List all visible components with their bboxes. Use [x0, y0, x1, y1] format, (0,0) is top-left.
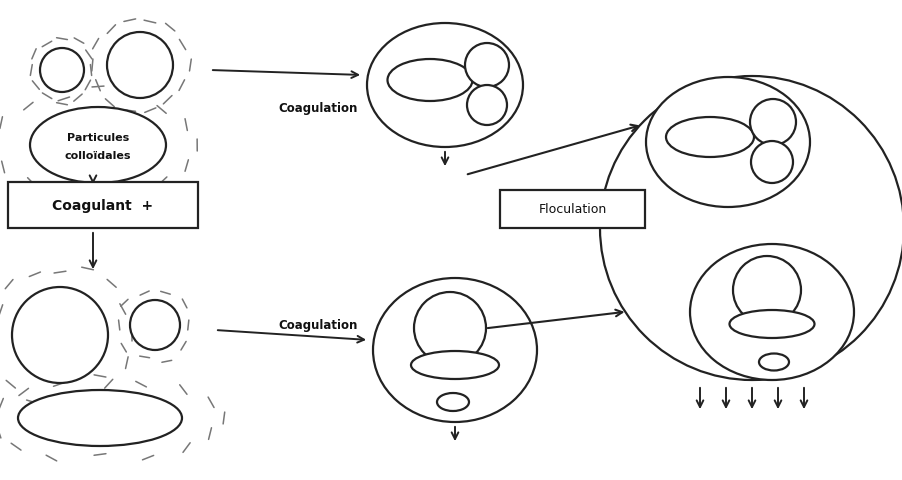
Ellipse shape: [18, 390, 182, 446]
Text: Floculation: Floculation: [538, 203, 607, 216]
Ellipse shape: [30, 108, 166, 184]
Circle shape: [130, 300, 180, 350]
Ellipse shape: [411, 351, 499, 379]
Circle shape: [12, 288, 108, 383]
Ellipse shape: [373, 278, 537, 422]
Circle shape: [733, 256, 801, 324]
Ellipse shape: [690, 244, 854, 380]
Circle shape: [467, 86, 507, 126]
Text: Coagulation: Coagulation: [279, 102, 358, 115]
Circle shape: [750, 100, 796, 146]
Ellipse shape: [646, 78, 810, 207]
FancyBboxPatch shape: [500, 191, 645, 228]
Circle shape: [414, 292, 486, 364]
FancyBboxPatch shape: [8, 182, 198, 228]
Circle shape: [600, 77, 902, 380]
Circle shape: [40, 49, 84, 93]
Text: Coagulation: Coagulation: [279, 319, 358, 332]
Text: Particules: Particules: [67, 133, 129, 143]
Circle shape: [465, 44, 509, 88]
Ellipse shape: [388, 60, 473, 102]
Ellipse shape: [437, 393, 469, 411]
Text: Coagulant  +: Coagulant +: [52, 199, 153, 213]
Ellipse shape: [759, 354, 789, 371]
Ellipse shape: [367, 24, 523, 148]
Ellipse shape: [730, 311, 815, 338]
Circle shape: [107, 33, 173, 99]
Text: colloïdales: colloïdales: [65, 151, 132, 161]
Ellipse shape: [666, 118, 754, 157]
Circle shape: [751, 142, 793, 184]
